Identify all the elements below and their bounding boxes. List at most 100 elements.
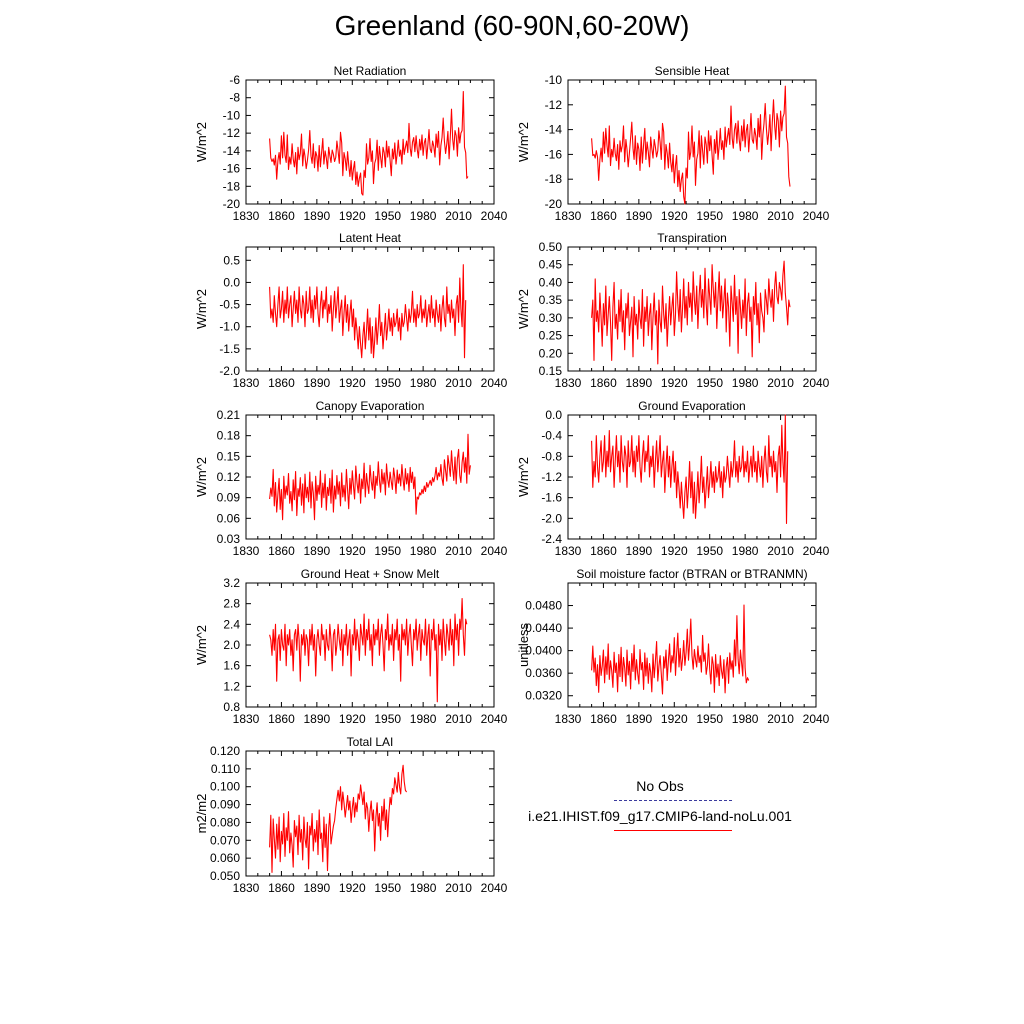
y-tick-label: -16 — [545, 147, 563, 161]
y-axis-label: W/m^2 — [194, 625, 209, 665]
y-axis-label: W/m^2 — [194, 457, 209, 497]
x-tick-label: 1980 — [410, 209, 437, 223]
x-tick-label: 2010 — [445, 544, 472, 558]
x-tick-label: 1860 — [268, 376, 295, 390]
x-tick-label: 1860 — [590, 376, 617, 390]
y-tick-label: 0.050 — [210, 869, 240, 883]
x-tick-label: 2040 — [481, 712, 508, 726]
y-tick-label: -8 — [229, 91, 240, 105]
y-tick-label: 0.03 — [217, 532, 241, 546]
y-tick-label: -12 — [545, 98, 563, 112]
y-tick-label: -2.0 — [219, 364, 240, 378]
y-tick-label: 2.8 — [223, 597, 240, 611]
x-tick-label: 2010 — [767, 376, 794, 390]
x-tick-label: 1980 — [732, 712, 759, 726]
panel-title: Ground Evaporation — [638, 399, 745, 413]
x-tick-label: 1950 — [374, 712, 401, 726]
y-tick-label: 0.15 — [539, 364, 563, 378]
x-tick-label: 1890 — [626, 376, 653, 390]
x-tick-label: 1890 — [626, 209, 653, 223]
y-axis-label: unitless — [516, 622, 531, 667]
x-tick-label: 1830 — [555, 376, 582, 390]
y-tick-label: 0.120 — [210, 744, 240, 758]
x-tick-label: 2010 — [445, 881, 472, 895]
x-tick-label: 1830 — [555, 544, 582, 558]
x-tick-label: 1830 — [233, 712, 260, 726]
y-tick-label: 0.060 — [210, 851, 240, 865]
panel-title: Sensible Heat — [655, 64, 730, 78]
y-tick-label: 1.2 — [223, 679, 240, 693]
y-axis-label: W/m^2 — [516, 457, 531, 497]
x-tick-label: 2010 — [767, 209, 794, 223]
x-tick-label: 1860 — [268, 209, 295, 223]
y-tick-label: 0.21 — [217, 408, 241, 422]
y-tick-label: -1.0 — [219, 320, 240, 334]
y-tick-label: 0.8 — [223, 700, 240, 714]
chart-panel: Ground Evaporation W/m^2 1830 1860 1890 1920 1… — [516, 399, 830, 558]
x-tick-label: 1860 — [590, 712, 617, 726]
x-tick-label: 2010 — [445, 712, 472, 726]
x-tick-label: 1920 — [661, 544, 688, 558]
plot-frame — [245, 750, 495, 877]
y-tick-label: 0.0 — [545, 408, 562, 422]
y-tick-label: -1.6 — [541, 491, 562, 505]
y-tick-label: 0.06 — [217, 511, 241, 525]
y-tick-label: 0.30 — [539, 311, 563, 325]
plot-frame — [245, 79, 495, 205]
chart-panel: Canopy Evaporation W/m^2 1830 1860 1890 1920 1… — [194, 399, 508, 558]
y-tick-label: 0.0400 — [525, 644, 562, 658]
series-line — [591, 260, 791, 365]
x-tick-label: 1980 — [732, 376, 759, 390]
x-tick-label: 1920 — [339, 376, 366, 390]
x-tick-label: 1980 — [732, 209, 759, 223]
y-tick-label: -6 — [229, 73, 240, 87]
y-tick-label: 0.50 — [539, 240, 563, 254]
y-tick-label: -0.8 — [541, 449, 562, 463]
y-tick-label: -10 — [545, 73, 563, 87]
x-tick-label: 2040 — [803, 209, 830, 223]
series-line — [269, 90, 469, 196]
x-tick-label: 1920 — [661, 209, 688, 223]
x-tick-label: 1950 — [374, 881, 401, 895]
x-tick-label: 1890 — [626, 544, 653, 558]
panel-title: Total LAI — [347, 735, 394, 749]
x-tick-label: 1920 — [339, 209, 366, 223]
x-tick-label: 1830 — [233, 376, 260, 390]
x-tick-label: 2010 — [767, 544, 794, 558]
legend-line-obs — [614, 800, 732, 801]
y-tick-label: -20 — [223, 197, 241, 211]
x-tick-label: 2040 — [803, 712, 830, 726]
y-tick-label: 0.45 — [539, 258, 563, 272]
x-tick-label: 1980 — [410, 712, 437, 726]
x-tick-label: 1950 — [696, 712, 723, 726]
x-tick-label: 2010 — [445, 209, 472, 223]
y-axis-label: W/m^2 — [516, 122, 531, 162]
panel-title: Canopy Evaporation — [316, 399, 425, 413]
x-tick-label: 1950 — [374, 376, 401, 390]
y-tick-label: 0.0360 — [525, 666, 562, 680]
y-axis-label: W/m^2 — [516, 289, 531, 329]
y-axis-label: W/m^2 — [194, 122, 209, 162]
x-tick-label: 2010 — [445, 376, 472, 390]
panel-title: Latent Heat — [339, 231, 402, 245]
y-tick-label: 0.080 — [210, 815, 240, 829]
x-tick-label: 1830 — [555, 209, 582, 223]
x-tick-label: 1920 — [339, 712, 366, 726]
legend-line-model — [614, 830, 732, 831]
y-tick-label: 2.0 — [223, 638, 240, 652]
x-tick-label: 2040 — [481, 544, 508, 558]
x-tick-label: 1830 — [233, 881, 260, 895]
x-tick-label: 1980 — [410, 881, 437, 895]
x-tick-label: 1950 — [696, 376, 723, 390]
x-tick-label: 1950 — [696, 544, 723, 558]
series-line — [269, 597, 468, 703]
y-tick-label: 0.15 — [217, 449, 241, 463]
x-tick-label: 1860 — [268, 544, 295, 558]
x-tick-label: 1890 — [304, 209, 331, 223]
x-tick-label: 1920 — [339, 881, 366, 895]
x-tick-label: 1890 — [626, 712, 653, 726]
plot-frame — [567, 582, 817, 708]
x-tick-label: 2040 — [481, 209, 508, 223]
series-line — [269, 433, 471, 521]
